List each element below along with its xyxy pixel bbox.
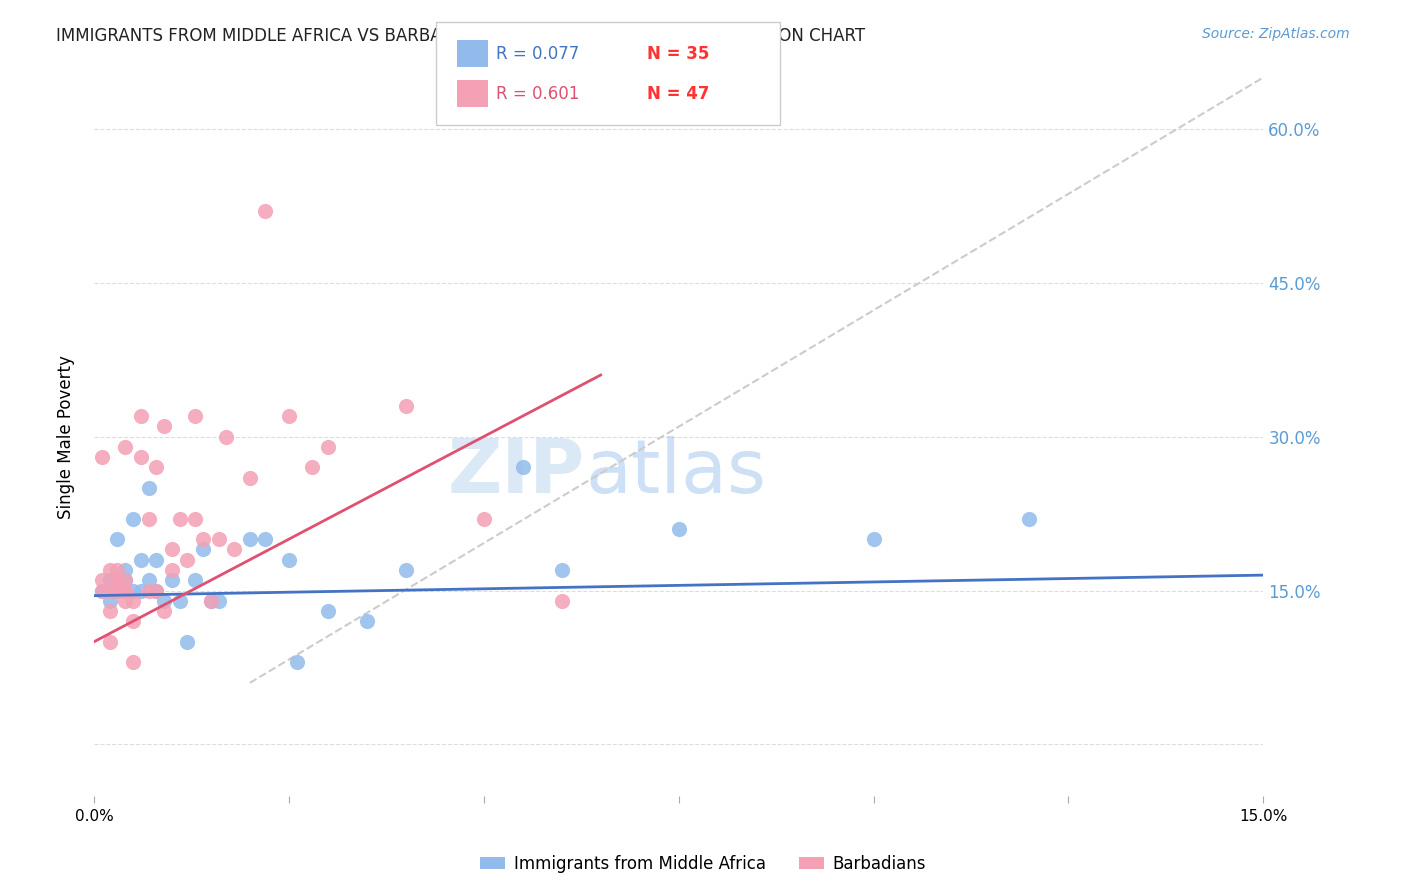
Point (200, 593, 222, 607)
Point (1018, 511, 1040, 525)
Point (153, 593, 176, 607)
Text: 0.0%: 0.0% (75, 809, 114, 824)
Point (145, 460, 167, 475)
Point (114, 563, 136, 577)
Point (160, 542, 183, 557)
Point (98, 563, 121, 577)
Text: N = 35: N = 35 (647, 45, 709, 62)
Point (122, 615, 145, 629)
Point (98, 583, 121, 598)
Y-axis label: Single Male Poverty: Single Male Poverty (58, 355, 75, 518)
Point (122, 656, 145, 670)
Point (316, 440, 339, 454)
Point (254, 203, 277, 218)
Point (208, 593, 231, 607)
Point (122, 511, 145, 525)
Point (239, 532, 262, 546)
Point (90, 450, 112, 464)
Point (160, 573, 183, 587)
Point (90, 583, 112, 598)
Point (122, 583, 145, 598)
Point (114, 573, 136, 587)
Point (224, 542, 246, 557)
Point (105, 563, 128, 577)
Point (129, 409, 152, 423)
Text: 15.0%: 15.0% (1239, 809, 1288, 824)
Text: N = 47: N = 47 (647, 85, 709, 103)
Point (184, 573, 207, 587)
Point (98, 573, 121, 587)
Point (301, 460, 323, 475)
Point (395, 563, 418, 577)
Point (169, 593, 191, 607)
Point (316, 604, 339, 618)
Text: R = 0.601: R = 0.601 (496, 85, 579, 103)
Point (277, 552, 299, 566)
Point (129, 450, 152, 464)
Point (98, 604, 121, 618)
Point (98, 635, 121, 649)
Point (105, 532, 128, 546)
Point (90, 583, 112, 598)
Point (114, 593, 136, 607)
Point (191, 532, 214, 546)
Point (138, 583, 160, 598)
Text: IMMIGRANTS FROM MIDDLE AFRICA VS BARBADIAN SINGLE MALE POVERTY CORRELATION CHART: IMMIGRANTS FROM MIDDLE AFRICA VS BARBADI… (56, 27, 865, 45)
Point (277, 409, 299, 423)
Point (184, 511, 207, 525)
Point (169, 511, 191, 525)
Legend: Immigrants from Middle Africa, Barbadians: Immigrants from Middle Africa, Barbadian… (474, 848, 932, 880)
Point (215, 429, 238, 443)
Point (105, 573, 128, 587)
Point (145, 583, 167, 598)
Point (512, 460, 534, 475)
Point (145, 583, 167, 598)
Point (138, 573, 160, 587)
Point (153, 419, 176, 434)
Text: ZIP: ZIP (449, 436, 585, 509)
Point (145, 552, 167, 566)
Point (105, 583, 128, 598)
Point (138, 481, 160, 495)
Point (129, 583, 152, 598)
Point (285, 656, 308, 670)
Point (105, 573, 128, 587)
Point (254, 532, 277, 546)
Point (239, 470, 262, 484)
Point (184, 409, 207, 423)
Point (550, 593, 572, 607)
Point (105, 583, 128, 598)
Text: Source: ZipAtlas.com: Source: ZipAtlas.com (1202, 27, 1350, 41)
Point (356, 615, 378, 629)
Point (862, 532, 884, 546)
Point (114, 440, 136, 454)
Point (550, 563, 572, 577)
Point (191, 542, 214, 557)
Text: R = 0.077: R = 0.077 (496, 45, 579, 62)
Text: atlas: atlas (585, 436, 766, 509)
Point (668, 522, 690, 536)
Point (176, 635, 198, 649)
Point (176, 552, 198, 566)
Point (105, 583, 128, 598)
Point (114, 583, 136, 598)
Point (160, 563, 183, 577)
Point (395, 399, 418, 413)
Point (472, 511, 495, 525)
Point (129, 552, 152, 566)
Point (153, 604, 176, 618)
Point (90, 573, 112, 587)
Point (114, 573, 136, 587)
Point (122, 593, 145, 607)
Point (98, 593, 121, 607)
Point (208, 532, 231, 546)
Point (114, 583, 136, 598)
Point (138, 511, 160, 525)
Point (200, 593, 222, 607)
